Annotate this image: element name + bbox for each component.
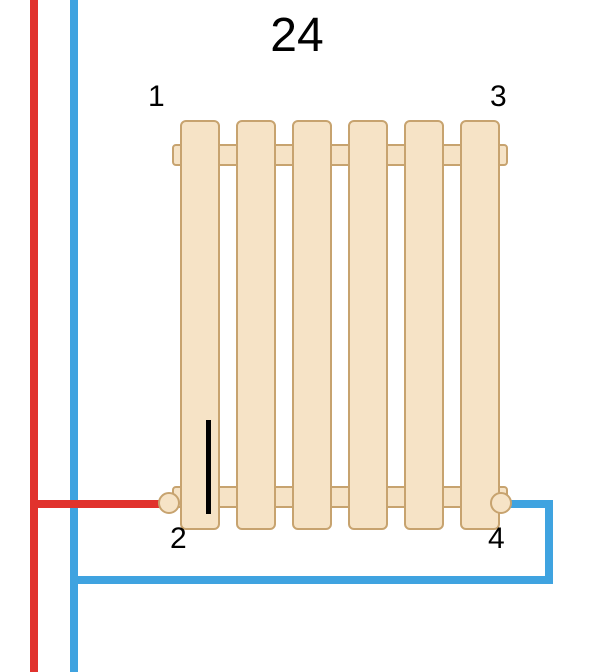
hot-feed-pipe <box>38 500 160 508</box>
cold-return-pipe-vertical <box>545 504 553 584</box>
port-label-3: 3 <box>490 80 507 114</box>
radiator-bottom-collector <box>172 486 508 508</box>
diagram-canvas: 24 1 3 2 4 <box>0 0 594 672</box>
port-label-2: 2 <box>170 522 187 556</box>
radiator-column <box>236 120 276 530</box>
inlet-valve <box>158 492 180 514</box>
port-label-4: 4 <box>488 522 505 556</box>
valve-body <box>158 492 180 514</box>
radiator-column <box>460 120 500 530</box>
outlet-valve <box>490 492 512 514</box>
flow-injector <box>206 420 211 514</box>
radiator-column <box>348 120 388 530</box>
port-label-1: 1 <box>148 80 165 114</box>
radiator-column <box>404 120 444 530</box>
cold-riser-pipe <box>70 0 78 672</box>
diagram-title: 24 <box>0 8 594 63</box>
valve-body <box>490 492 512 514</box>
hot-riser-pipe <box>30 0 38 672</box>
radiator-top-collector <box>172 144 508 166</box>
radiator-column <box>292 120 332 530</box>
radiator <box>180 120 500 530</box>
cold-return-pipe-horizontal <box>78 576 553 584</box>
radiator-column <box>180 120 220 530</box>
